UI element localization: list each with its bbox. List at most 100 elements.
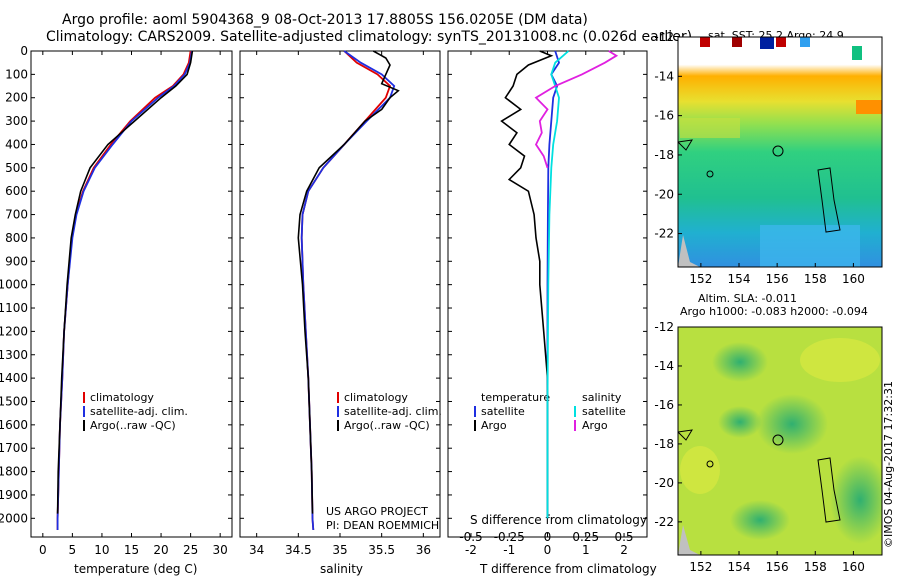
- map-x-tick-label: 154: [728, 560, 751, 574]
- y-tick-label: 300: [5, 114, 28, 128]
- y-tick-label: 700: [5, 208, 28, 222]
- series-line-t-argo: [500, 50, 554, 519]
- map-x-tick-label: 158: [804, 560, 827, 574]
- sla-map-field: [678, 327, 882, 555]
- difference-top-label: S difference from climatology: [470, 513, 647, 527]
- map-x-tick-label: 152: [689, 272, 712, 286]
- x-tick-label: 20: [153, 543, 168, 557]
- map-x-tick-label: 160: [842, 560, 865, 574]
- map-x-tick-label: 156: [766, 560, 789, 574]
- sla-map-frame: [677, 326, 883, 556]
- series-line-climatology: [300, 50, 392, 531]
- y-tick-label: 400: [5, 137, 28, 151]
- series-line-argo-raw-qc-: [56, 50, 194, 514]
- x-tick-label: 30: [213, 543, 228, 557]
- series-line-climatology: [56, 50, 192, 530]
- x-tick-label: 34: [249, 543, 264, 557]
- map-y-tick-label: -16: [654, 109, 674, 123]
- temp-legend-sat: satellite-adj. clim.: [90, 405, 188, 418]
- x-tick-label: 35.5: [368, 543, 395, 557]
- map-x-tick-label: 160: [842, 272, 865, 286]
- map-x-tick-label: 152: [689, 560, 712, 574]
- series-line-satellite-adj-clim-: [300, 50, 396, 531]
- map-y-tick-label: -22: [654, 515, 674, 529]
- diff-legend-sal-title: salinity: [582, 391, 622, 404]
- map-y-tick-label: -18: [654, 437, 674, 451]
- y-tick-label: 500: [5, 161, 28, 175]
- sal-legend-argo: Argo(..raw -QC): [344, 419, 430, 432]
- x-tick-label: 5: [69, 543, 77, 557]
- top-tick-label: -0.25: [494, 530, 525, 544]
- diff-legend-s-sat: satellite: [582, 405, 626, 418]
- top-tick-label: 0: [544, 530, 552, 544]
- y-tick-label: 1500: [0, 394, 28, 408]
- temp-legend-argo: Argo(..raw -QC): [90, 419, 176, 432]
- sla-map-title-1: Altim. SLA: -0.011: [698, 292, 798, 305]
- map-x-tick-label: 154: [728, 272, 751, 286]
- map-y-tick-label: -14: [654, 69, 674, 83]
- diff-legend-temp-title: temperature: [481, 391, 551, 404]
- x-tick-label: 2: [620, 543, 628, 557]
- top-tick-label: 0.25: [572, 530, 599, 544]
- map-y-tick-label: -20: [654, 187, 674, 201]
- map-y-tick-label: -18: [654, 148, 674, 162]
- x-tick-label: 34.5: [285, 543, 312, 557]
- temperature-xlabel: temperature (deg C): [74, 562, 198, 576]
- x-tick-label: 10: [94, 543, 109, 557]
- x-tick-label: 25: [183, 543, 198, 557]
- x-tick-label: -2: [465, 543, 477, 557]
- sst-map-field: [678, 37, 882, 267]
- y-tick-label: 1700: [0, 441, 28, 455]
- diff-legend-t-sat: satellite: [481, 405, 525, 418]
- y-tick-label: 1000: [0, 278, 28, 292]
- annotation-pi: PI: DEAN ROEMMICH: [326, 519, 440, 532]
- sal-legend-sat: satellite-adj. clim.: [344, 405, 442, 418]
- series-line-argo-raw-qc-: [297, 50, 400, 514]
- map-y-tick-label: -16: [654, 398, 674, 412]
- x-tick-label: 15: [124, 543, 139, 557]
- series-line-s-argo: [534, 50, 619, 169]
- y-tick-label: 900: [5, 254, 28, 268]
- y-tick-label: 1800: [0, 465, 28, 479]
- sal-legend-clim: climatology: [344, 391, 408, 404]
- map-y-tick-label: -22: [654, 227, 674, 241]
- panel-frame-salinity-profile: [239, 50, 441, 538]
- map-y-tick-label: -14: [654, 359, 674, 373]
- y-tick-label: 0: [20, 44, 28, 58]
- y-tick-label: 200: [5, 91, 28, 105]
- y-tick-label: 1300: [0, 348, 28, 362]
- difference-xlabel: T difference from climatology: [480, 562, 657, 576]
- header-line-1: Argo profile: aoml 5904368_9 08-Oct-2013…: [62, 12, 588, 28]
- top-tick-label: 0.5: [614, 530, 633, 544]
- sla-map-title-2: Argo h1000: -0.083 h2000: -0.094: [680, 305, 868, 318]
- map-y-tick-label: -20: [654, 476, 674, 490]
- top-tick-label: -0.5: [459, 530, 482, 544]
- annotation-project: US ARGO PROJECT: [326, 505, 428, 518]
- y-tick-label: 800: [5, 231, 28, 245]
- sst-map-frame: [677, 36, 883, 268]
- y-tick-label: 100: [5, 67, 28, 81]
- series-line-s-satellite: [546, 50, 570, 519]
- y-tick-label: 600: [5, 184, 28, 198]
- x-tick-label: 0: [544, 543, 552, 557]
- y-tick-label: 2000: [0, 511, 28, 525]
- x-tick-label: 0: [39, 543, 47, 557]
- salinity-xlabel: salinity: [320, 562, 364, 576]
- map-x-tick-label: 156: [766, 272, 789, 286]
- x-tick-label: 35: [332, 543, 347, 557]
- diff-legend-t-argo: Argo: [481, 419, 507, 432]
- y-tick-label: 1600: [0, 418, 28, 432]
- temp-legend-clim: climatology: [90, 391, 154, 404]
- y-tick-label: 1900: [0, 488, 28, 502]
- series-line-satellite-adj-clim-: [56, 50, 193, 530]
- x-tick-label: 1: [582, 543, 590, 557]
- y-tick-label: 1400: [0, 371, 28, 385]
- header-line-2: Climatology: CARS2009. Satellite-adjuste…: [46, 29, 693, 45]
- map-x-tick-label: 158: [804, 272, 827, 286]
- map-y-tick-label: -12: [654, 320, 674, 334]
- diff-legend-s-argo: Argo: [582, 419, 608, 432]
- y-tick-label: 1200: [0, 324, 28, 338]
- x-tick-label: 36: [416, 543, 431, 557]
- y-tick-label: 1100: [0, 301, 28, 315]
